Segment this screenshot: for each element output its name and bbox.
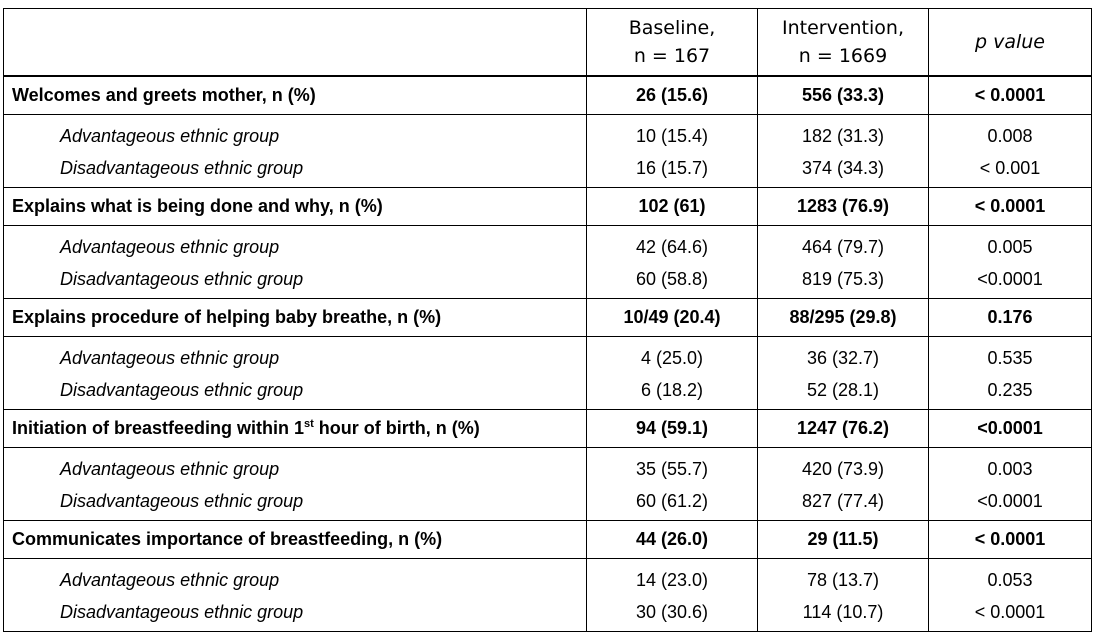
baseline-value: 10/49 (20.4) (586, 298, 758, 337)
p-value: 0.535 (928, 336, 1092, 375)
subgroup-label: Disadvantageous ethnic group (3, 264, 587, 299)
intervention-value: 114 (10.7) (757, 597, 929, 632)
p-value: 0.235 (928, 375, 1092, 410)
p-value: < 0.0001 (928, 75, 1092, 115)
baseline-value: 10 (15.4) (586, 114, 758, 153)
p-value: <0.0001 (928, 486, 1092, 521)
baseline-value: 60 (58.8) (586, 264, 758, 299)
intervention-value: 88/295 (29.8) (757, 298, 929, 337)
row-label: Welcomes and greets mother, n (%) (3, 75, 587, 115)
table-row: Advantageous ethnic group 14 (23.0) 78 (… (3, 558, 1092, 597)
intervention-value: 29 (11.5) (757, 520, 929, 559)
p-value: 0.008 (928, 114, 1092, 153)
table-row: Explains procedure of helping baby breat… (3, 298, 1092, 337)
baseline-value: 94 (59.1) (586, 409, 758, 448)
subgroup-label: Disadvantageous ethnic group (3, 597, 587, 632)
table-row: Advantageous ethnic group 35 (55.7) 420 … (3, 447, 1092, 486)
baseline-value: 26 (15.6) (586, 75, 758, 115)
table-row: Initiation of breastfeeding within 1st h… (3, 409, 1092, 448)
intervention-value: 556 (33.3) (757, 75, 929, 115)
row-label: Communicates importance of breastfeeding… (3, 520, 587, 559)
table-row: Disadvantageous ethnic group 60 (58.8) 8… (3, 264, 1092, 299)
subgroup-label: Disadvantageous ethnic group (3, 486, 587, 521)
subgroup-label: Advantageous ethnic group (3, 447, 587, 486)
table-row: Advantageous ethnic group 4 (25.0) 36 (3… (3, 336, 1092, 375)
intervention-value: 36 (32.7) (757, 336, 929, 375)
baseline-value: 102 (61) (586, 187, 758, 226)
intervention-value: 464 (79.7) (757, 225, 929, 264)
baseline-value: 4 (25.0) (586, 336, 758, 375)
row-label: Explains what is being done and why, n (… (3, 187, 587, 226)
p-value: < 0.0001 (928, 187, 1092, 226)
subgroup-label: Advantageous ethnic group (3, 336, 587, 375)
baseline-value: 60 (61.2) (586, 486, 758, 521)
table-row: Communicates importance of breastfeeding… (3, 520, 1092, 559)
intervention-value: 819 (75.3) (757, 264, 929, 299)
header-p-value: p value (928, 8, 1092, 77)
p-value: < 0.0001 (928, 597, 1092, 632)
p-value: < 0.001 (928, 153, 1092, 188)
baseline-value: 16 (15.7) (586, 153, 758, 188)
p-value: 0.053 (928, 558, 1092, 597)
baseline-value: 14 (23.0) (586, 558, 758, 597)
table-row: Advantageous ethnic group 10 (15.4) 182 … (3, 114, 1092, 153)
p-value: < 0.0001 (928, 520, 1092, 559)
intervention-value: 827 (77.4) (757, 486, 929, 521)
intervention-value: 78 (13.7) (757, 558, 929, 597)
intervention-value: 1283 (76.9) (757, 187, 929, 226)
table-row: Disadvantageous ethnic group 60 (61.2) 8… (3, 486, 1092, 521)
subgroup-label: Disadvantageous ethnic group (3, 375, 587, 410)
header-baseline: Baseline, n = 167 (586, 8, 758, 77)
subgroup-label: Advantageous ethnic group (3, 558, 587, 597)
baseline-value: 42 (64.6) (586, 225, 758, 264)
row-label: Initiation of breastfeeding within 1st h… (3, 409, 587, 448)
header-empty-cell (3, 8, 587, 77)
intervention-value: 420 (73.9) (757, 447, 929, 486)
intervention-value: 52 (28.1) (757, 375, 929, 410)
table-row: Disadvantageous ethnic group 16 (15.7) 3… (3, 153, 1092, 188)
intervention-value: 1247 (76.2) (757, 409, 929, 448)
subgroup-label: Advantageous ethnic group (3, 225, 587, 264)
intervention-value: 374 (34.3) (757, 153, 929, 188)
results-table: Baseline, n = 167 Intervention, n = 1669 p… (3, 8, 1092, 632)
table-row: Disadvantageous ethnic group 30 (30.6) 1… (3, 597, 1092, 632)
table-row: Advantageous ethnic group 42 (64.6) 464 … (3, 225, 1092, 264)
baseline-value: 44 (26.0) (586, 520, 758, 559)
p-value: 0.176 (928, 298, 1092, 337)
table-row: Explains what is being done and why, n (… (3, 187, 1092, 226)
header-row: Baseline, n = 167 Intervention, n = 1669 p… (3, 8, 1092, 77)
row-label: Explains procedure of helping baby breat… (3, 298, 587, 337)
p-value: <0.0001 (928, 264, 1092, 299)
p-value: 0.003 (928, 447, 1092, 486)
baseline-value: 6 (18.2) (586, 375, 758, 410)
subgroup-label: Disadvantageous ethnic group (3, 153, 587, 188)
p-value: <0.0001 (928, 409, 1092, 448)
subgroup-label: Advantageous ethnic group (3, 114, 587, 153)
table-row: Welcomes and greets mother, n (%) 26 (15… (3, 75, 1092, 115)
baseline-value: 35 (55.7) (586, 447, 758, 486)
header-intervention: Intervention, n = 1669 (757, 8, 929, 77)
p-value: 0.005 (928, 225, 1092, 264)
intervention-value: 182 (31.3) (757, 114, 929, 153)
baseline-value: 30 (30.6) (586, 597, 758, 632)
table-row: Disadvantageous ethnic group 6 (18.2) 52… (3, 375, 1092, 410)
